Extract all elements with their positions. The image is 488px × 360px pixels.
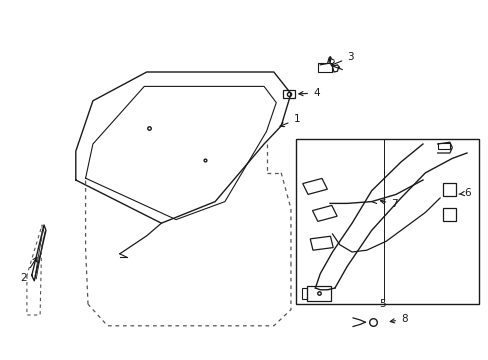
Bar	[437, 143, 449, 149]
Text: 4: 4	[298, 88, 319, 98]
Text: 6: 6	[458, 188, 470, 198]
Text: 8: 8	[389, 314, 407, 324]
Text: 5: 5	[378, 299, 385, 309]
Text: 1: 1	[280, 114, 300, 127]
Text: 3: 3	[331, 53, 353, 66]
Bar	[302, 288, 306, 299]
Bar	[309, 236, 332, 250]
Text: 2: 2	[20, 257, 37, 283]
Bar	[317, 63, 331, 72]
Bar	[442, 183, 455, 196]
Text: 7: 7	[380, 199, 397, 209]
Bar	[295, 139, 478, 304]
Bar	[302, 179, 326, 194]
Bar	[312, 206, 336, 221]
Bar	[442, 208, 455, 221]
Bar	[306, 286, 330, 301]
Bar	[282, 90, 295, 98]
